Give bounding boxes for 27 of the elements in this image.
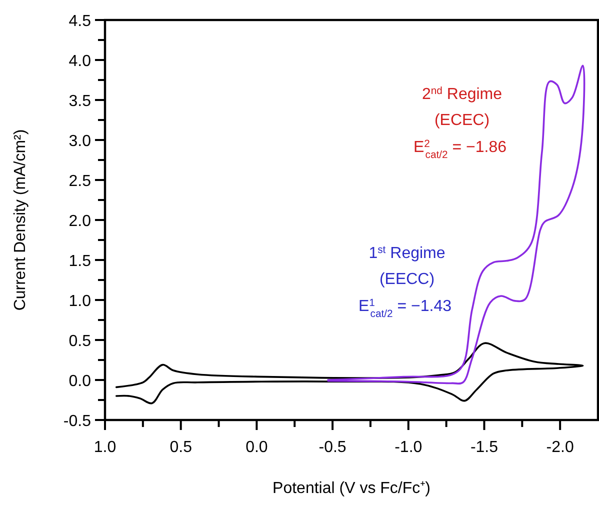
annotation: (EECC) [379,271,435,288]
y-tick-label: 2.0 [68,213,92,230]
y-tick-label: 1.5 [68,253,92,270]
x-tick-label: -0.5 [318,439,346,456]
annotation: E$^{1}$$_{cat/2}$ = −1.43 [358,298,452,320]
y-tick-label: -0.5 [63,413,92,430]
y-tick-label: 0.5 [68,333,92,350]
x-tick-label: -1.0 [394,439,422,456]
y-tick-label: 0.0 [68,373,92,390]
y-tick-label: 1.0 [68,293,92,310]
line-series [115,342,584,404]
x-axis-title: Potential (V vs Fc/Fc⁺) [272,480,430,497]
x-tick-label: 0.5 [170,439,192,456]
x-tick-label: 0.0 [246,439,268,456]
y-tick-label: 4.0 [68,53,92,70]
y-tick-label: 3.5 [68,93,92,110]
annotation: (ECEC) [434,112,490,129]
y-tick-label: 2.5 [68,173,92,190]
x-tick-label: -1.5 [470,439,498,456]
y-tick-label: 4.5 [68,13,92,30]
annotation: 2$^{nd}$ Regime [422,86,502,103]
y-tick-label: 3.0 [68,133,92,150]
annotation: E$^{2}$$_{cat/2}$ = −1.86 [413,138,507,160]
y-axis-title: Current Density (mA/cm²) [12,129,29,311]
annotation: 1$^{st}$ Regime [368,244,446,262]
x-tick-label: -2.0 [546,439,574,456]
x-tick-label: 1.0 [94,439,116,456]
